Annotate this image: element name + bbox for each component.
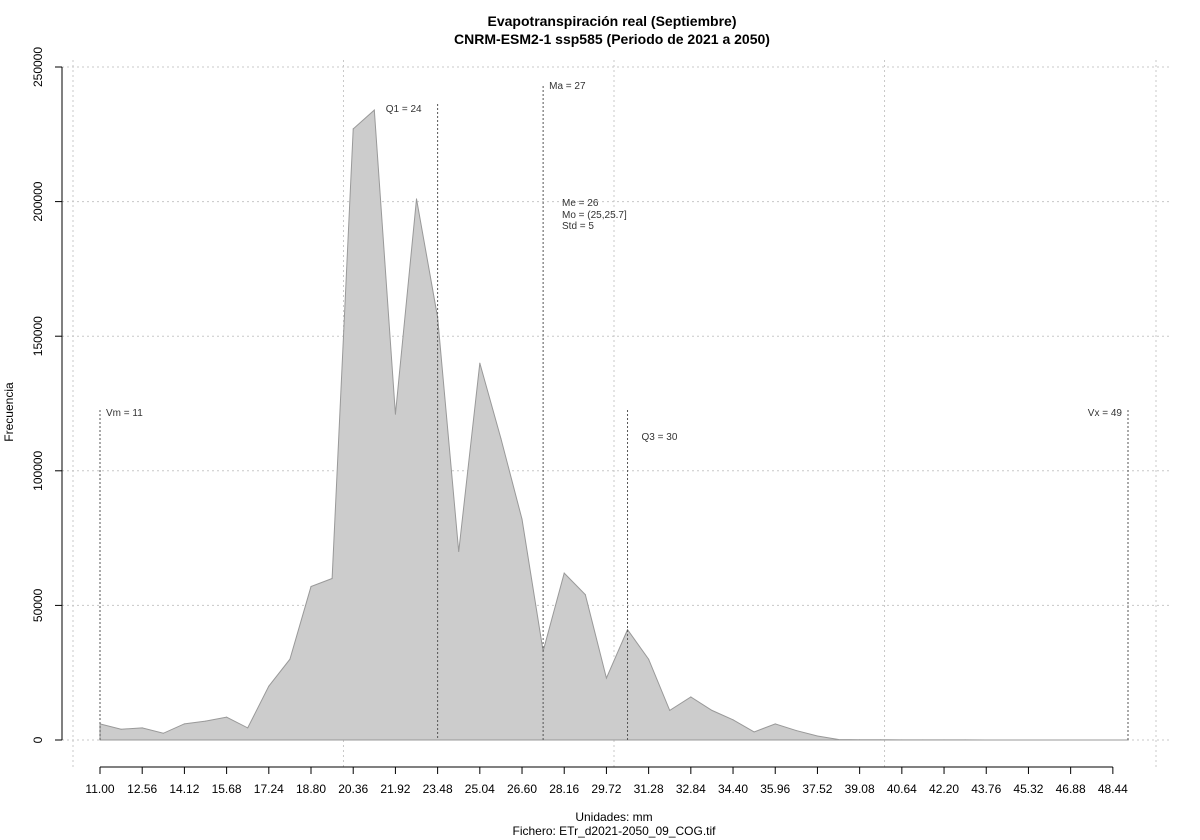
marker-label-ma: Ma = 27 (549, 81, 586, 92)
x-tick-label-8: 23.48 (423, 782, 453, 796)
x-tick-label-9: 25.04 (465, 782, 495, 796)
data-point-9 (289, 658, 291, 660)
data-point-37 (880, 739, 882, 741)
data-point-40 (943, 739, 945, 741)
stat-median: Me = 26 (562, 198, 599, 209)
data-point-33 (795, 730, 797, 732)
x-tick-label-12: 29.72 (591, 782, 621, 796)
data-point-14 (394, 413, 396, 415)
x-tick-label-14: 32.84 (676, 782, 706, 796)
x-tick-label-0: 11.00 (85, 782, 114, 796)
x-axis-label: Unidades: mm (575, 810, 652, 824)
data-point-29 (711, 709, 713, 711)
x-tick-label-24: 48.44 (1098, 782, 1128, 796)
data-point-43 (1006, 739, 1008, 741)
data-point-25 (627, 629, 629, 631)
data-point-2 (141, 727, 143, 729)
data-point-27 (669, 709, 671, 711)
marker-label-q1: Q1 = 24 (386, 104, 422, 115)
data-point-32 (774, 723, 776, 725)
data-point-12 (352, 128, 354, 130)
data-point-47 (1091, 739, 1093, 741)
x-tick-label-10: 26.60 (507, 782, 537, 796)
data-point-44 (1027, 739, 1029, 741)
data-point-48 (1112, 739, 1114, 741)
data-point-36 (859, 739, 861, 741)
marker-label-vx: Vx = 49 (1088, 408, 1123, 419)
axes: 0 50000 100000 150000 200000 250000 11.00 12.56… (31, 47, 1128, 796)
y-tick-label-2: 100000 (31, 450, 45, 490)
stat-mode: Mo = (25,25.7] (562, 210, 627, 221)
data-point-11 (331, 577, 333, 579)
chart-subtitle: CNRM-ESM2-1 ssp585 (Periodo de 2021 a 20… (454, 31, 770, 47)
data-point-30 (732, 719, 734, 721)
y-tick-label-5: 250000 (31, 47, 45, 87)
data-point-38 (901, 739, 903, 741)
y-tick-label-3: 150000 (31, 316, 45, 356)
x-tick-label-2: 14.12 (169, 782, 199, 796)
data-point-31 (753, 731, 755, 733)
x-tick-label-19: 40.64 (887, 782, 917, 796)
data-point-28 (690, 696, 692, 698)
data-point-8 (268, 685, 270, 687)
x-tick-label-6: 20.36 (338, 782, 368, 796)
file-footer: Fichero: ETr_d2021-2050_09_COG.tif (513, 824, 717, 838)
stat-std: Std = 5 (562, 221, 594, 232)
data-point-10 (310, 586, 312, 588)
marker-label-q3: Q3 = 30 (642, 432, 678, 443)
y-tick-label-4: 200000 (31, 181, 45, 221)
x-tick-label-22: 45.32 (1013, 782, 1043, 796)
x-tick-label-4: 17.24 (254, 782, 284, 796)
data-point-18 (479, 362, 481, 364)
data-point-24 (605, 677, 607, 679)
data-point-46 (1070, 739, 1072, 741)
data-point-45 (1049, 739, 1051, 741)
data-point-5 (205, 720, 207, 722)
data-point-20 (521, 518, 523, 520)
data-point-4 (183, 723, 185, 725)
x-tick-label-17: 37.52 (802, 782, 832, 796)
x-tick-label-16: 35.96 (760, 782, 790, 796)
y-axis-label: Frecuencia (2, 382, 16, 442)
x-tick-label-23: 46.88 (1056, 782, 1086, 796)
x-tick-label-3: 15.68 (212, 782, 242, 796)
data-point-41 (964, 739, 966, 741)
data-point-17 (458, 551, 460, 553)
statistic-markers: Vm = 11 Q1 = 24 Ma = 27 Q3 = 30 Vx = 49 (99, 81, 1129, 740)
x-tick-label-18: 39.08 (845, 782, 875, 796)
data-point-42 (985, 739, 987, 741)
data-point-19 (500, 437, 502, 439)
data-point-3 (162, 732, 164, 734)
data-point-1 (120, 728, 122, 730)
x-tick-label-11: 28.16 (549, 782, 579, 796)
data-point-23 (584, 594, 586, 596)
x-tick-label-15: 34.40 (718, 782, 748, 796)
data-point-34 (816, 735, 818, 737)
data-point-13 (373, 109, 375, 111)
y-tick-label-1: 50000 (31, 588, 45, 622)
frequency-area-path (99, 109, 1128, 741)
x-tick-label-21: 43.76 (971, 782, 1001, 796)
data-point-7 (247, 727, 249, 729)
data-point-22 (563, 572, 565, 574)
data-point-35 (838, 738, 840, 740)
x-tick-label-13: 31.28 (634, 782, 664, 796)
data-point-15 (416, 198, 418, 200)
stats-box: Me = 26 Mo = (25,25.7] Std = 5 (562, 198, 627, 232)
x-tick-label-5: 18.80 (296, 782, 326, 796)
data-point-39 (922, 739, 924, 741)
x-tick-label-7: 21.92 (380, 782, 410, 796)
data-point-26 (648, 658, 650, 660)
data-point-6 (226, 716, 228, 718)
chart-title: Evapotranspiración real (Septiembre) (488, 13, 737, 29)
x-tick-label-1: 12.56 (127, 782, 157, 796)
x-tick-label-20: 42.20 (929, 782, 959, 796)
y-tick-label-0: 0 (31, 736, 45, 743)
marker-label-vm: Vm = 11 (106, 408, 143, 419)
